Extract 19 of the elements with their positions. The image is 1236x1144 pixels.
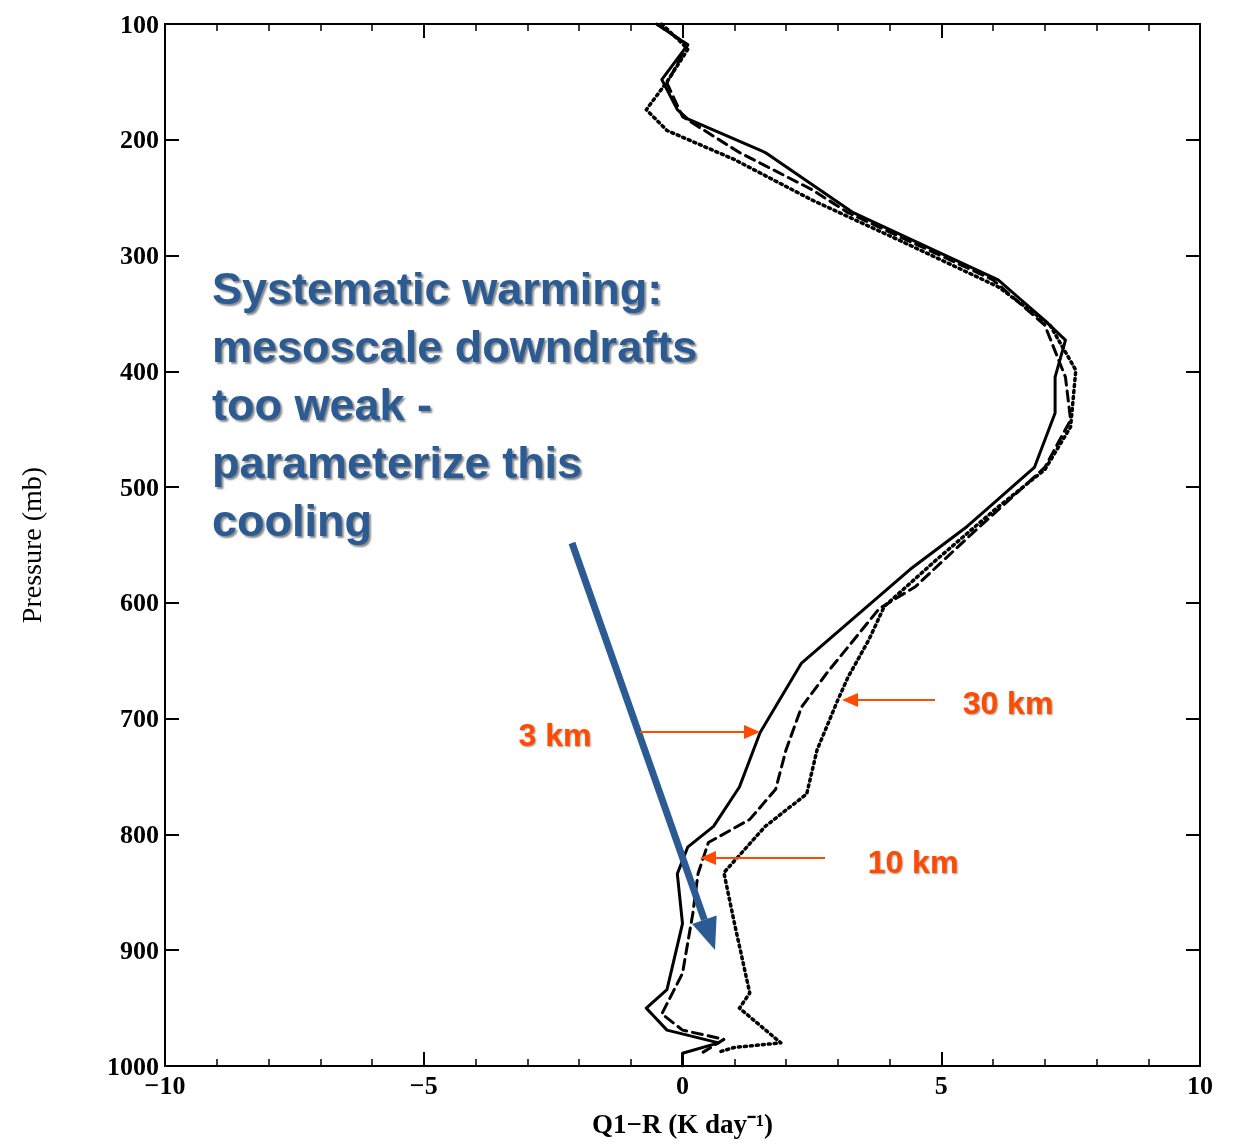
y-tick-label: 200 [120,125,159,155]
x-tick-label: 5 [934,1070,948,1100]
y-tick-label: 500 [120,472,159,502]
y-tick-label: 100 [120,9,159,39]
y-tick-label: 900 [120,935,159,965]
annotation: 10 km [867,843,959,881]
annotation: Systematic warming: mesoscale downdrafts too weak - parameterize this cooling [212,262,698,548]
annotation: 3 km [518,716,592,754]
y-tick-label: 600 [120,588,159,618]
x-tick-label: 10 [1187,1070,1213,1100]
y-tick-label: 400 [120,356,159,386]
y-tick-label: 700 [120,704,159,734]
x-tick-label: −5 [409,1070,438,1100]
x-tick-label: 0 [676,1070,689,1100]
y-tick-label: 300 [120,241,159,271]
x-axis-title: Q1−R (K day⁻¹) [592,1108,773,1139]
annotation: 30 km [962,684,1054,722]
y-axis-title: Pressure (mb) [15,466,47,624]
y-tick-label: 800 [120,819,159,849]
